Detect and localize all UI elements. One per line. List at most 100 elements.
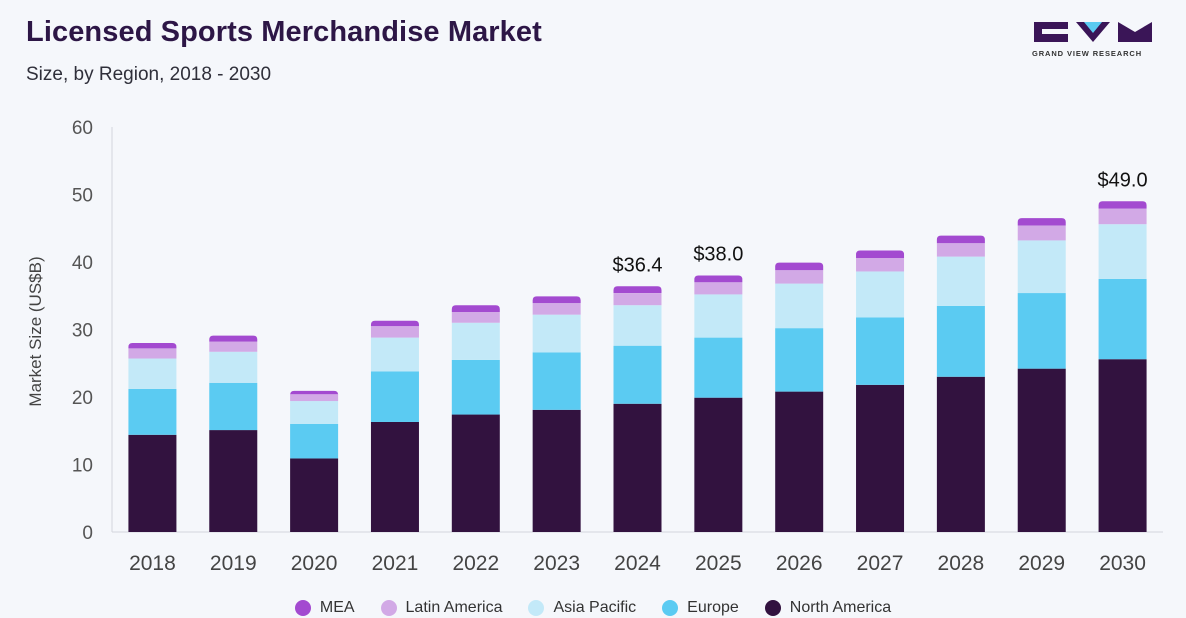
legend-swatch [380, 599, 397, 616]
brand-logo: GRAND VIEW RESEARCH [1032, 20, 1154, 60]
bar-segment-latin-america [1017, 225, 1066, 241]
bar-segment-asia-pacific [451, 322, 500, 360]
logo-mark-icon [1034, 22, 1152, 42]
bar-segment-north-america [775, 391, 824, 532]
bar-segment-latin-america [128, 348, 177, 359]
bar-segment-mea [532, 296, 581, 304]
x-tick-label: 2028 [938, 552, 985, 575]
bar-segment-europe [290, 424, 339, 459]
bar-segment-asia-pacific [209, 351, 258, 383]
bar-segment-europe [128, 388, 177, 435]
bar-segment-asia-pacific [370, 337, 419, 372]
legend-swatch [528, 599, 545, 616]
legend-swatch [662, 599, 679, 616]
data-label: $36.4 [612, 254, 662, 276]
data-label: $38.0 [693, 244, 743, 266]
bar-segment-north-america [1017, 368, 1066, 532]
x-tick-label: 2030 [1099, 552, 1146, 575]
chart-subtitle: Size, by Region, 2018 - 2030 [26, 64, 272, 85]
x-tick-label: 2019 [210, 552, 257, 575]
y-tick-label: 10 [72, 456, 93, 477]
bar-segment-latin-america [613, 293, 662, 306]
bar-segment-asia-pacific [936, 256, 985, 306]
chart-title: Licensed Sports Merchandise Market [26, 16, 542, 48]
legend-label: Europe [687, 598, 739, 616]
bar-segment-asia-pacific [128, 358, 177, 389]
bar-segment-latin-america [451, 311, 500, 323]
bar-segment-mea [613, 286, 662, 294]
bar-segment-north-america [128, 434, 177, 532]
bar-segment-mea [290, 390, 339, 395]
legend-label: Asia Pacific [553, 598, 637, 616]
legend-label: North America [789, 598, 892, 616]
x-tick-label: 2027 [857, 552, 904, 575]
bar-segment-latin-america [290, 394, 339, 402]
bar-segment-europe [936, 305, 985, 377]
bar-segment-mea [1098, 201, 1147, 209]
bar-segment-asia-pacific [613, 305, 662, 346]
legend-item: North America [764, 598, 892, 617]
bar-segment-europe [209, 382, 258, 431]
bar-segment-north-america [370, 421, 419, 532]
data-label: $49.0 [1098, 169, 1148, 191]
bar-segment-europe [1098, 278, 1147, 360]
x-tick-label: 2029 [1018, 552, 1065, 575]
x-tick-label: 2018 [129, 552, 176, 575]
bar-segment-latin-america [532, 303, 581, 315]
bar-segment-latin-america [936, 243, 985, 257]
bar-segment-north-america [1098, 359, 1147, 532]
legend-item: Europe [662, 599, 739, 617]
bar-segment-mea [694, 275, 743, 283]
bar-segment-europe [775, 328, 824, 392]
bar-segment-mea [1017, 218, 1066, 226]
bar-segment-mea [209, 335, 258, 342]
bar-segment-latin-america [775, 270, 824, 284]
x-tick-label: 2026 [776, 552, 823, 575]
bar-segment-latin-america [370, 326, 419, 338]
y-tick-label: 60 [72, 118, 93, 139]
bar-segment-latin-america [209, 341, 258, 352]
x-tick-label: 2022 [452, 552, 499, 575]
legend-item: Asia Pacific [528, 599, 636, 617]
chart-legend: MEA Latin America Asia Pacific Europe North … [0, 597, 1186, 618]
x-tick-label: 2021 [372, 552, 419, 575]
bar-segment-asia-pacific [775, 283, 824, 329]
bar-segment-mea [128, 343, 177, 349]
bar-segment-europe [613, 345, 662, 404]
x-tick-label: 2024 [614, 552, 661, 575]
bar-segment-asia-pacific [1017, 240, 1066, 294]
legend-item: MEA [294, 598, 355, 617]
bar-segment-mea [775, 262, 824, 271]
y-tick-label: 40 [72, 253, 93, 274]
bar-segment-europe [451, 359, 500, 415]
bar-segment-north-america [290, 458, 339, 532]
logo-text: GRAND VIEW RESEARCH [1032, 49, 1143, 58]
bar-segment-asia-pacific [290, 401, 339, 424]
bar-segment-europe [370, 371, 419, 422]
bar-segment-mea [856, 250, 905, 258]
bar-segment-latin-america [856, 257, 905, 272]
bar-segment-north-america [936, 376, 985, 532]
bar-segment-asia-pacific [694, 294, 743, 338]
bar-segment-mea [370, 320, 419, 327]
legend-label: Latin America [405, 598, 503, 616]
y-tick-label: 0 [82, 523, 93, 544]
legend-swatch [764, 599, 781, 616]
bar-segment-europe [532, 352, 581, 410]
y-tick-label: 20 [72, 388, 93, 409]
x-tick-label: 2023 [533, 552, 580, 575]
y-tick-label: 30 [72, 321, 93, 342]
legend-item: Latin America [380, 598, 503, 617]
bar-segment-north-america [209, 430, 258, 532]
y-axis-label: Market Size (US$B) [26, 256, 45, 406]
y-tick-label: 50 [72, 186, 93, 207]
bar-segment-latin-america [1098, 208, 1147, 225]
bar-segment-europe [694, 337, 743, 398]
legend-swatch [294, 599, 311, 616]
bar-segment-mea [936, 235, 985, 244]
legend-label: MEA [319, 598, 355, 616]
bar-segment-north-america [694, 397, 743, 532]
x-tick-label: 2025 [695, 552, 742, 575]
bar-segment-europe [856, 317, 905, 385]
